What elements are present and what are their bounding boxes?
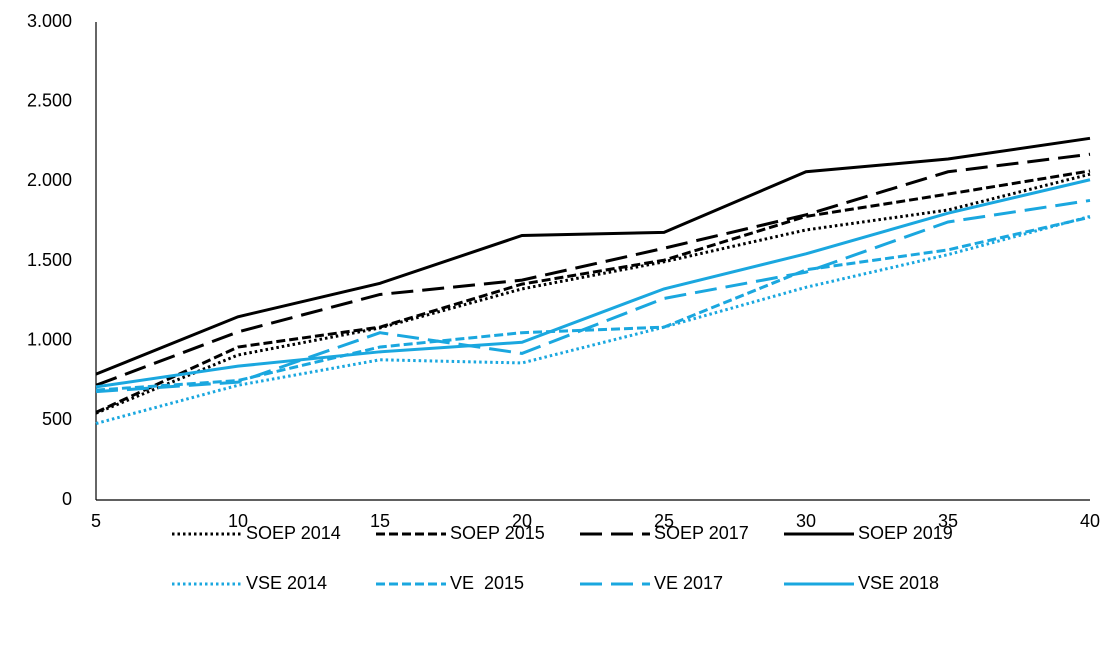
x-tick-label: 20	[512, 511, 532, 531]
y-tick-label: 1.500	[27, 250, 72, 270]
x-tick-label: 35	[938, 511, 958, 531]
legend-label: VSE 2018	[858, 573, 939, 593]
series-line	[95, 215, 1091, 392]
series-line	[95, 172, 1091, 415]
x-tick-label: 10	[228, 511, 248, 531]
legend-label: VSE 2014	[246, 573, 327, 593]
series-line	[95, 214, 1091, 425]
legend-label: SOEP 2019	[858, 523, 953, 543]
x-tick-label: 40	[1080, 511, 1100, 531]
series-line	[95, 136, 1091, 376]
legend-label: SOEP 2017	[654, 523, 749, 543]
series-line	[95, 178, 1091, 389]
y-tick-label: 500	[42, 409, 72, 429]
legend-label: VE 2017	[654, 573, 723, 593]
series-line	[95, 152, 1091, 387]
series-line	[95, 198, 1091, 394]
y-tick-label: 2.500	[27, 90, 72, 110]
x-tick-label: 15	[370, 511, 390, 531]
y-tick-label: 0	[62, 489, 72, 509]
y-tick-label: 3.000	[27, 11, 72, 31]
x-tick-label: 25	[654, 511, 674, 531]
series-line	[95, 169, 1091, 414]
x-tick-label: 30	[796, 511, 816, 531]
legend-label: SOEP 2014	[246, 523, 341, 543]
legend-label: SOEP 2015	[450, 523, 545, 543]
x-tick-label: 5	[91, 511, 101, 531]
legend-label: VE 2015	[450, 573, 524, 593]
y-tick-label: 1.000	[27, 329, 72, 349]
y-tick-label: 2.000	[27, 170, 72, 190]
